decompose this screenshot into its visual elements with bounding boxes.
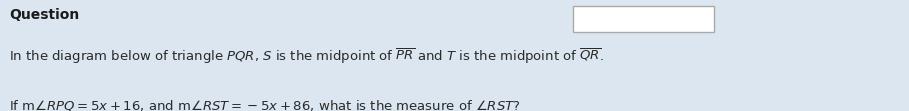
- Text: In the diagram below of triangle $\mathit{PQR}$, $\mathit{S}$ is the midpoint of: In the diagram below of triangle $\mathi…: [9, 47, 604, 66]
- FancyBboxPatch shape: [573, 6, 714, 32]
- Text: Question: Question: [9, 8, 79, 22]
- Text: If m$\angle\mathit{RPQ} = 5\mathit{x} + 16$, and m$\angle\mathit{RST} = -5\mathi: If m$\angle\mathit{RPQ} = 5\mathit{x} + …: [9, 98, 521, 111]
